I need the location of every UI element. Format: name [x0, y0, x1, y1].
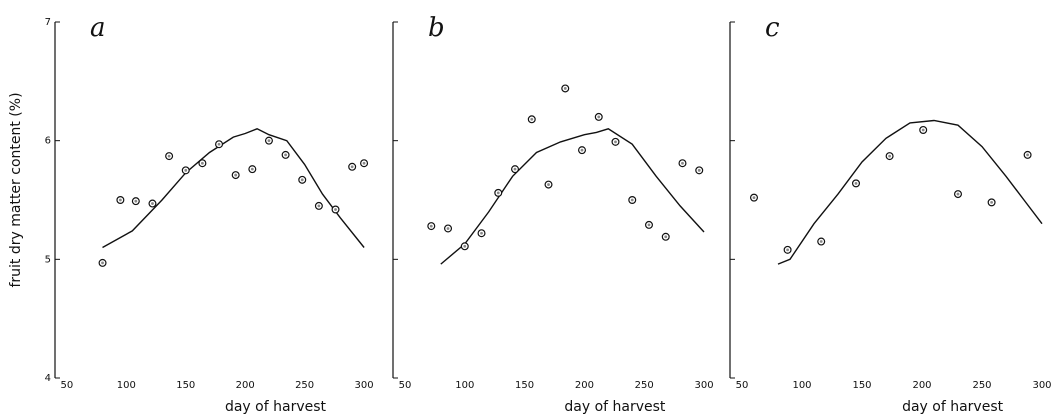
y-tick-label: 5 — [45, 254, 51, 265]
data-point-core — [300, 178, 304, 182]
x-tick-label: 150 — [515, 380, 534, 391]
data-point-core — [1026, 153, 1029, 157]
data-point-core — [647, 223, 651, 227]
x-axis-label: day of harvest — [902, 399, 1004, 415]
data-point-core — [547, 183, 550, 186]
x-tick-label: 50 — [61, 380, 74, 391]
data-point-core — [217, 142, 221, 146]
data-point-core — [496, 191, 500, 195]
data-point-core — [350, 165, 354, 169]
data-point-core — [267, 139, 271, 143]
data-point-core — [446, 227, 450, 230]
data-point-core — [334, 208, 337, 211]
y-tick-label: 6 — [45, 136, 51, 147]
x-tick-label: 250 — [972, 380, 991, 391]
data-point-core — [786, 248, 789, 252]
data-point-core — [614, 140, 617, 144]
x-tick-label: 300 — [1032, 380, 1051, 391]
data-point-core — [200, 161, 204, 165]
data-point-core — [234, 173, 238, 177]
panel-letter: b — [428, 13, 445, 43]
data-point-core — [990, 200, 993, 204]
fitted-curve — [102, 128, 365, 249]
data-point-core — [250, 167, 254, 171]
x-tick-label: 100 — [455, 380, 474, 391]
x-tick-label: 200 — [236, 380, 255, 391]
data-point-core — [888, 154, 891, 158]
x-tick-label: 250 — [295, 380, 314, 391]
data-point-core — [463, 244, 467, 248]
data-point-core — [429, 224, 433, 228]
data-point-core — [697, 168, 701, 172]
data-point-core — [752, 196, 756, 200]
panel-letter: a — [90, 13, 106, 43]
x-tick-label: 250 — [635, 380, 654, 391]
data-point-core — [284, 153, 288, 157]
x-tick-label: 200 — [575, 380, 594, 391]
y-tick-label: 4 — [45, 373, 51, 384]
data-point-core — [101, 261, 104, 265]
data-point-core — [819, 240, 823, 243]
data-point-core — [151, 202, 154, 205]
x-tick-label: 50 — [736, 380, 749, 391]
x-tick-label: 50 — [399, 380, 412, 391]
fitted-curve — [440, 128, 705, 265]
chart-panel-a: 4 5 6 7 50 100 150 200 250 300 day of harvest a — [45, 13, 374, 415]
data-point-core — [854, 181, 858, 185]
x-tick-label: 100 — [117, 380, 136, 391]
x-tick-label: 150 — [852, 380, 871, 391]
x-axis-label: day of harvest — [225, 399, 327, 415]
data-point-core — [317, 204, 321, 208]
data-point-core — [513, 167, 517, 171]
data-point-core — [184, 168, 188, 172]
y-axis-label: fruit dry matter content (%) — [8, 92, 24, 287]
data-point-core — [134, 199, 138, 203]
x-tick-label: 300 — [694, 380, 713, 391]
x-tick-label: 100 — [792, 380, 811, 391]
data-point-core — [563, 87, 567, 90]
data-point-core — [664, 235, 668, 239]
chart-panel-b: 50 100 150 200 250 300 day of harvest b — [392, 13, 714, 415]
data-point-core — [530, 117, 534, 121]
data-point-core — [597, 115, 601, 119]
y-tick-label: 7 — [45, 17, 51, 28]
panel-letter: c — [765, 13, 780, 43]
data-point-core — [681, 161, 684, 165]
data-point-core — [630, 198, 634, 202]
x-tick-label: 150 — [176, 380, 195, 391]
chart-panel-c: 50 100 150 200 250 300 day of harvest c — [729, 13, 1052, 415]
data-point-core — [118, 198, 122, 202]
fitted-curve — [777, 119, 1043, 265]
x-tick-label: 300 — [355, 380, 374, 391]
data-point-core — [580, 148, 584, 152]
data-point-core — [362, 161, 366, 165]
data-point-core — [167, 154, 171, 158]
x-tick-label: 200 — [912, 380, 931, 391]
data-point-core — [480, 231, 483, 235]
data-point-core — [921, 128, 925, 132]
chart-panels: 4 5 6 7 50 100 150 200 250 300 day of harvest a 50 10… — [45, 13, 1052, 415]
data-point-core — [956, 192, 960, 196]
x-axis-label: day of harvest — [564, 399, 666, 415]
